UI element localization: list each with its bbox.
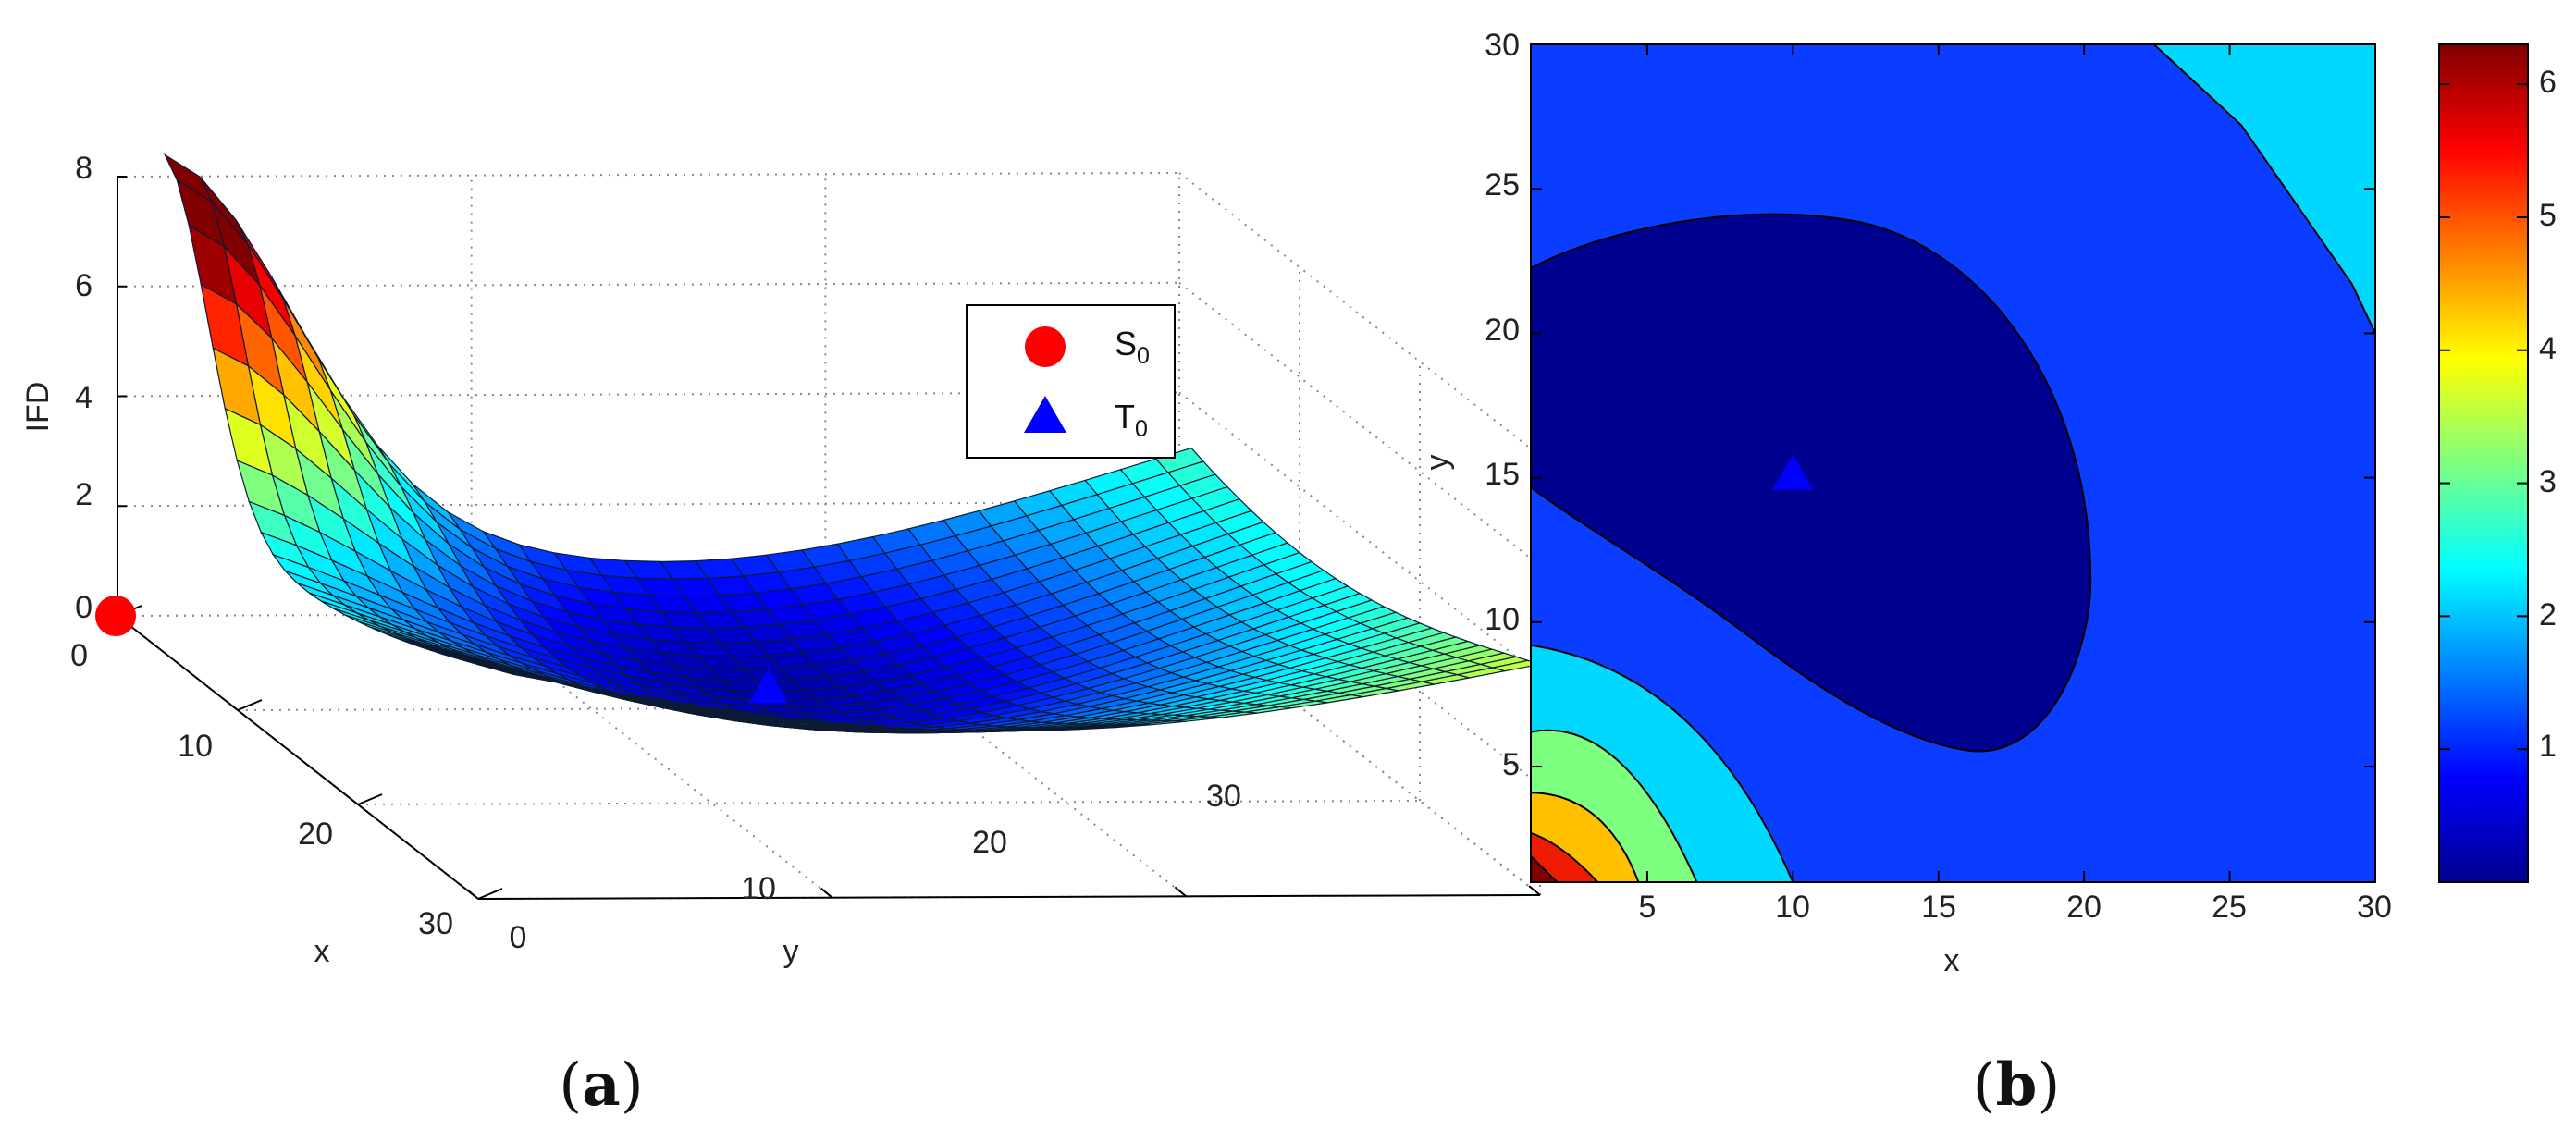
x-tick: 30: [2357, 890, 2392, 925]
y-tick: 10: [1485, 602, 1520, 637]
x-tick: 25: [2212, 890, 2247, 925]
x-tick-mark: [357, 793, 383, 805]
colorbar: 1 2 3 4 5 6: [2438, 43, 2557, 883]
y-tick: 5: [1502, 747, 1520, 782]
colorbar-tick: 4: [2539, 331, 2557, 366]
x-tick: 5: [1639, 890, 1657, 925]
colorbar-tick: 5: [2539, 198, 2557, 233]
y-tick: 0: [510, 920, 527, 955]
y-tick: 25: [1485, 167, 1520, 203]
y-tick-mark: [466, 889, 479, 900]
panel-label-b: (b): [1973, 1050, 2061, 1120]
contour-axes-frame: [1530, 43, 2376, 883]
y-tick: 10: [741, 871, 776, 906]
contour-plot-area: [1531, 44, 2375, 882]
x-axis-label: x: [1944, 943, 1960, 978]
y-tick-mark: [1174, 886, 1187, 898]
contour-top-right-band: [2152, 44, 2375, 334]
y-axis-label: y: [783, 934, 799, 969]
x-tick-mark: [477, 888, 503, 900]
grid-line-floor: [357, 800, 1421, 805]
marker-t0: [1772, 454, 1814, 490]
marker-s0: [95, 596, 136, 636]
x-tick: 10: [1775, 890, 1810, 925]
contour-markers: [1772, 454, 1814, 490]
contour-tick-marks: [1531, 43, 2376, 882]
y-tick-mark: [820, 887, 833, 899]
surface-markers: [95, 596, 788, 704]
x-axis-line: [117, 615, 479, 900]
z-tick: 4: [75, 380, 92, 415]
z-tick: 8: [75, 151, 92, 186]
panel-label-a: (a): [559, 1050, 643, 1120]
panel-letter-a: a: [582, 1050, 620, 1120]
y-tick: 30: [1485, 28, 1520, 63]
y-axis-label: y: [1420, 455, 1455, 471]
x-tick: 0: [70, 638, 88, 673]
legend-t0-label: T0: [1115, 398, 1148, 442]
3d-axes: [117, 176, 1541, 900]
marker-t0: [749, 669, 788, 704]
legend-s0-letter: S: [1115, 325, 1137, 362]
legend-t0-marker: [1024, 396, 1066, 433]
surface-mesh: [163, 153, 1541, 734]
legend-box: [966, 304, 1176, 459]
contour-basin: [1531, 213, 2092, 753]
grid-line-right-wall: [1178, 281, 1541, 567]
legend-s0-marker: [1025, 326, 1066, 367]
colorbar-tick: 6: [2539, 65, 2557, 100]
legend-s0-subscript: 0: [1137, 343, 1150, 369]
panel-b-contour-plot: 5 10 15 20 25 30 5 10 15 20 25 30 x y 1 …: [1420, 28, 2557, 978]
y-tick-mark: [1528, 885, 1541, 896]
surface-patch: [501, 670, 549, 682]
y-tick: 20: [972, 825, 1007, 860]
colorbar-tick: 3: [2539, 464, 2557, 499]
x-axis-label: x: [314, 934, 330, 969]
z-tick: 0: [75, 590, 92, 625]
legend-t0-subscript: 0: [1135, 416, 1148, 442]
x-tick: 10: [178, 729, 213, 764]
colorbar-gradient: [2438, 43, 2529, 883]
contour-level-5: [1531, 854, 1559, 882]
grid-line-right-wall: [1178, 172, 1541, 457]
colorbar-tick-marks: [2439, 83, 2528, 751]
y-tick: 20: [1485, 313, 1520, 348]
x-tick: 20: [2066, 890, 2101, 925]
panel-a-surface-plot: 0 2 4 6 8 0 10 20 30 0 10 20 30 IFD x y …: [20, 151, 1541, 969]
x-tick-mark: [237, 699, 263, 711]
y-axis-line: [477, 894, 1541, 900]
z-axis-label: IFD: [20, 382, 55, 433]
z-tick: 2: [75, 477, 92, 512]
colorbar-tick: 2: [2539, 597, 2557, 632]
y-tick: 15: [1485, 457, 1520, 492]
grid-line-right-wall: [1178, 391, 1541, 677]
x-tick: 20: [298, 817, 333, 852]
x-tick: 15: [1921, 890, 1956, 925]
grid-line-back-wall: [117, 172, 1180, 178]
colorbar-tick: 1: [2539, 729, 2557, 764]
x-tick: 30: [418, 906, 453, 941]
y-tick: 30: [1206, 779, 1241, 814]
panel-letter-b: b: [1996, 1050, 2038, 1120]
legend-s0-label: S0: [1115, 325, 1150, 369]
legend: S0 T0: [966, 304, 1176, 459]
legend-t0-letter: T: [1115, 398, 1135, 436]
contour-levels: [1531, 44, 2375, 882]
z-tick: 6: [75, 268, 92, 303]
